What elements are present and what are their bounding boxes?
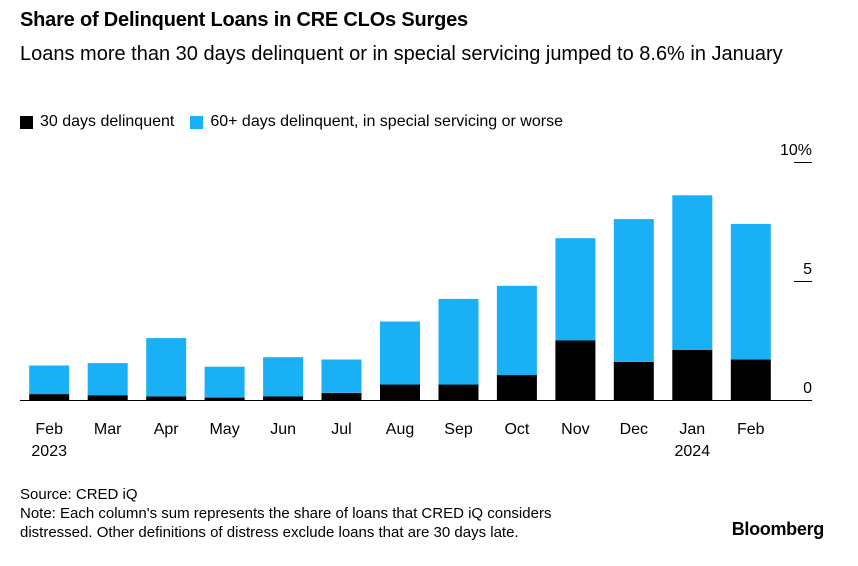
x-tick-label: Apr: [154, 421, 180, 438]
bloomberg-logo: Bloomberg: [731, 519, 825, 539]
x-tick-label: Nov: [561, 421, 589, 438]
chart-subtitle: Loans more than 30 days delinquent or in…: [20, 43, 783, 65]
note-line-2: distressed. Other definitions of distres…: [20, 524, 519, 541]
x-tick-label: Feb: [35, 421, 63, 438]
chart-title: Share of Delinquent Loans in CRE CLOs Su…: [20, 9, 468, 31]
bar-60-plus-days-9: [555, 238, 596, 341]
bar-60-plus-days-4: [263, 357, 304, 397]
bar-30-days-10: [613, 361, 654, 400]
bar-30-days-5: [321, 392, 362, 400]
x-tick-label: Jun: [270, 421, 296, 438]
bar-30-days-11: [672, 350, 713, 400]
bar-60-plus-days-10: [613, 219, 654, 362]
source-text: Source: CRED iQ: [20, 486, 138, 503]
x-tick-label: May: [209, 421, 239, 438]
bar-30-days-3: [204, 397, 245, 400]
y-axis: 10% 5 0: [780, 142, 812, 397]
bar-30-days-7: [438, 384, 479, 400]
bars: [29, 195, 771, 400]
legend-label-30-days: 30 days delinquent: [40, 113, 175, 130]
legend-label-60-days: 60+ days delinquent, in special servicin…: [210, 113, 563, 130]
bar-30-days-1: [87, 395, 128, 400]
footer: Source: CRED iQ Note: Each column's sum …: [20, 485, 551, 542]
y-tick-label: 0: [803, 380, 812, 397]
bar-60-plus-days-12: [730, 223, 771, 360]
note-line-1: Note: Each column's sum represents the s…: [20, 505, 552, 522]
legend-swatch-60-days: [190, 115, 204, 129]
bar-30-days-12: [730, 359, 771, 400]
bar-60-plus-days-1: [87, 363, 128, 396]
x-tick-year-label: 2024: [675, 443, 711, 460]
y-tick-label: 5: [803, 261, 812, 278]
bar-60-plus-days-7: [438, 298, 479, 385]
bar-30-days-4: [263, 396, 304, 400]
x-tick-label: Mar: [94, 421, 122, 438]
x-tick-label: Oct: [504, 421, 529, 438]
x-tick-label: Dec: [620, 421, 648, 438]
bar-60-plus-days-0: [29, 365, 70, 395]
bar-30-days-6: [380, 384, 420, 400]
bar-60-plus-days-8: [496, 285, 537, 376]
x-tick-label: Aug: [386, 421, 414, 438]
bar-60-plus-days-3: [204, 366, 245, 398]
legend-item-60-days: 60+ days delinquent, in special servicin…: [190, 113, 563, 131]
x-tick-label: Jan: [679, 421, 705, 438]
legend-swatch-30-days: [20, 115, 33, 129]
bar-60-plus-days-5: [321, 359, 362, 393]
x-tick-label: Feb: [737, 421, 765, 438]
x-tick-label: Sep: [444, 421, 473, 438]
x-tick-year-label: 2023: [31, 443, 67, 460]
x-axis: Feb 2023 Mar Apr May Jun Jul Aug Sep Oct Nov Dec Jan…: [31, 421, 764, 460]
bar-60-plus-days-6: [380, 321, 420, 385]
bar-30-days-9: [555, 340, 596, 400]
y-tick-label: 10%: [780, 142, 812, 159]
bar-30-days-0: [29, 394, 70, 400]
bar-30-days-8: [496, 375, 537, 400]
legend-item-30-days: 30 days delinquent: [20, 113, 174, 131]
bar-60-plus-days-2: [146, 338, 187, 397]
legend: 30 days delinquent 60+ days delinquent, …: [20, 113, 579, 131]
x-tick-label: Jul: [331, 421, 351, 438]
bar-chart: 10% 5 0 Feb 2023 Mar Apr May Jun Jul Aug Sep Oct Nov…: [20, 142, 812, 460]
bar-60-plus-days-11: [672, 195, 713, 350]
bar-30-days-2: [146, 396, 187, 400]
